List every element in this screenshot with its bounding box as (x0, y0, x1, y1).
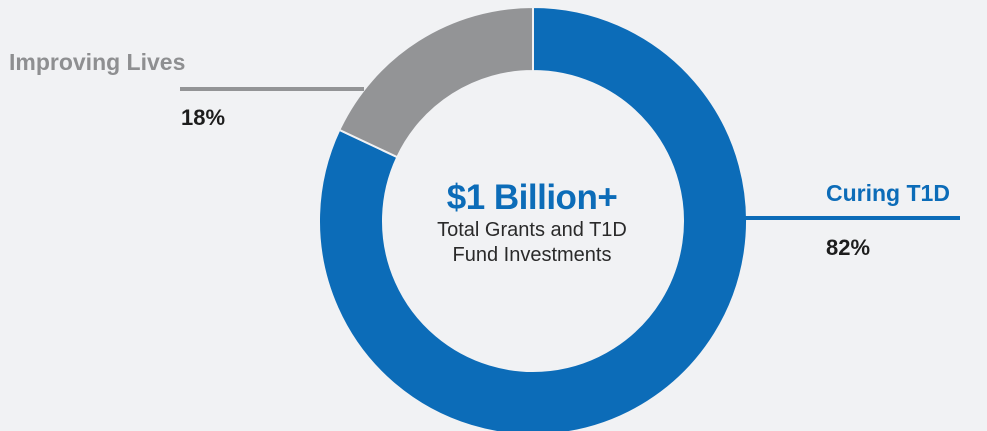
curing-t1d-percent: 82% (826, 235, 871, 260)
improving-lives-percent: 18% (181, 105, 226, 130)
improving-lives-label: Improving Lives (9, 49, 186, 75)
donut-slice-improving-lives (338, 5, 534, 159)
total-amount-headline: $1 Billion+ (446, 178, 618, 217)
total-description-line-1: Total Grants and T1D (437, 219, 627, 241)
curing-t1d-label: Curing T1D (826, 180, 950, 206)
donut-slice-curing-t1d (318, 5, 748, 431)
total-description-line-2: Fund Investments (452, 244, 612, 266)
donut-slices (318, 5, 748, 431)
donut-center-label: $1 Billion+ Total Grants and T1D Fund In… (380, 178, 684, 268)
